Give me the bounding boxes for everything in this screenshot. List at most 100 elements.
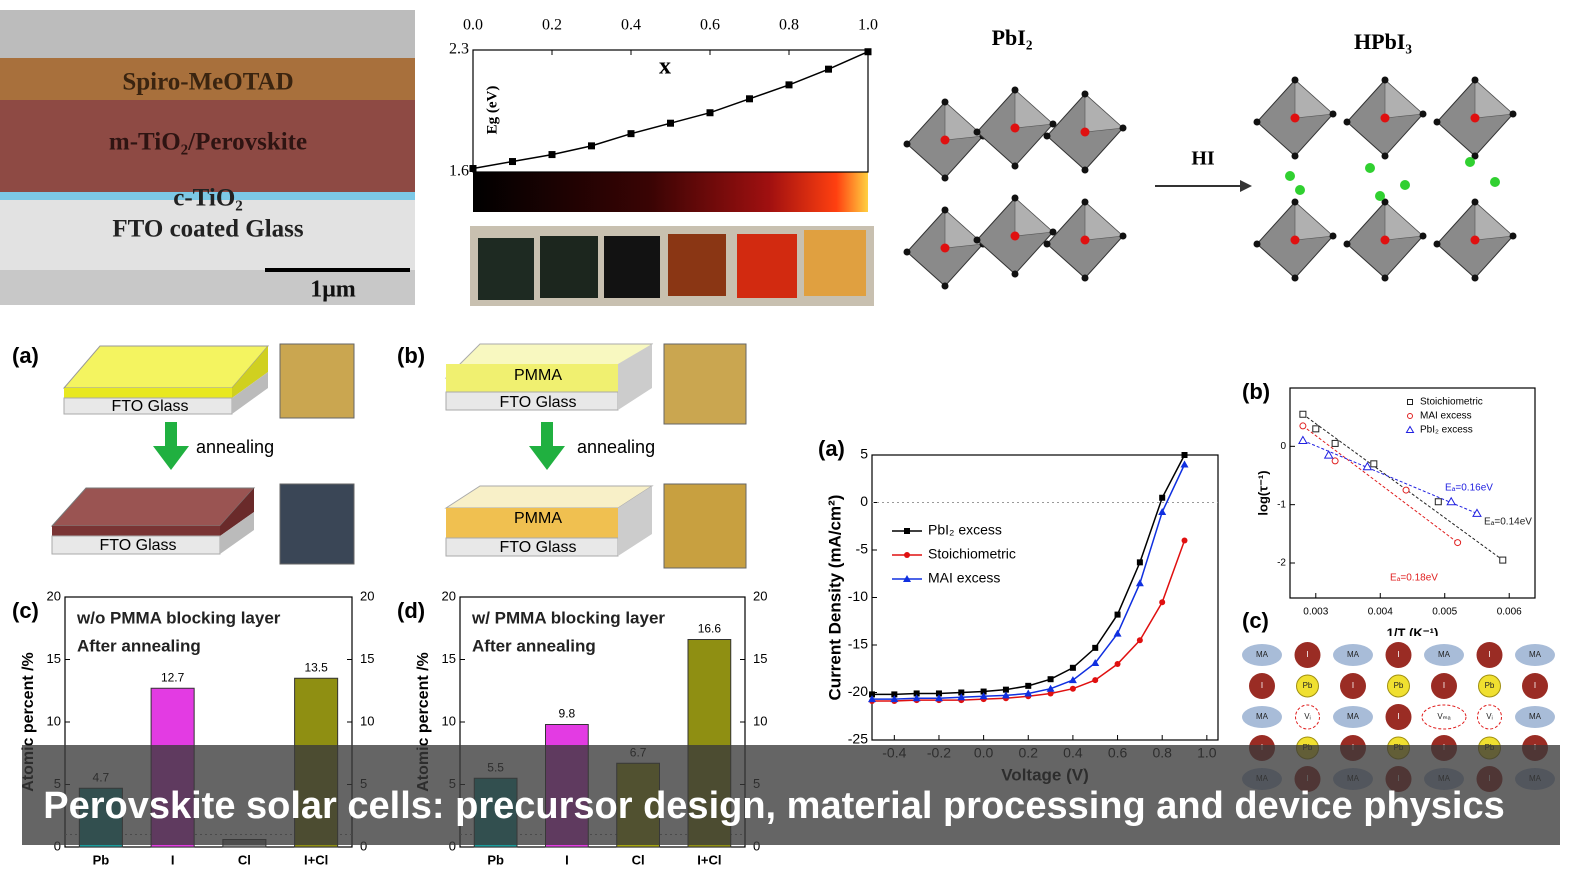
x-tick-label: 1.0 (858, 17, 878, 34)
pb-atom (940, 243, 950, 253)
marker (1159, 599, 1166, 606)
octahedron-face (1294, 201, 1334, 241)
marker (706, 109, 714, 117)
i-atom (1043, 132, 1051, 140)
y-tick-label: 15 (47, 651, 61, 666)
x-tick-label: 0.005 (1432, 607, 1457, 618)
marker (890, 695, 899, 703)
site-label: I (1261, 681, 1263, 690)
sample (804, 230, 866, 296)
marker (1331, 439, 1339, 447)
marker (1113, 629, 1122, 637)
i-site (1385, 642, 1412, 668)
y-tick-label: 0 (54, 838, 61, 853)
x-tick-label: 0.003 (1303, 607, 1328, 618)
layer-label: c-TiO₂ (173, 185, 243, 212)
plot-frame (871, 454, 1219, 741)
y-tick-label: -2 (1277, 558, 1286, 569)
plot-frame (472, 49, 869, 173)
x-tick-label: Cl (238, 852, 251, 867)
ma-site (1242, 644, 1282, 666)
photo (663, 343, 747, 425)
x-tick-label: 0.2 (542, 17, 562, 34)
pb-atom (1010, 231, 1020, 241)
y2-tick-label: 0 (360, 838, 367, 853)
h-atom (1365, 163, 1375, 173)
marker (1434, 498, 1442, 506)
y-tick-label: 2.3 (449, 41, 469, 58)
i-atom (1509, 232, 1517, 240)
pb-atom (940, 135, 950, 145)
i-atom (1291, 274, 1299, 282)
i-atom (1419, 232, 1427, 240)
sample (668, 234, 726, 296)
layer-label: FTO Glass (499, 539, 576, 556)
x-tick-label: Cl (632, 852, 645, 867)
layer-label: PMMA (514, 367, 562, 384)
x-tick-label: 0.004 (1368, 607, 1393, 618)
marker (957, 693, 966, 701)
marker (1047, 676, 1054, 683)
film-side (446, 508, 618, 538)
marker (1068, 676, 1077, 684)
i-atom (1081, 90, 1089, 98)
y-axis-label: Eg (eV) (484, 86, 500, 135)
substrate-edge (232, 372, 268, 414)
ma-site (1515, 706, 1555, 728)
fto-layer (0, 200, 415, 270)
plot-frame (1289, 387, 1536, 599)
film-side (446, 364, 618, 392)
i-atom (1291, 76, 1299, 84)
layer-label: FTO coated Glass (112, 216, 303, 243)
i-atom (1253, 118, 1261, 126)
octahedron-face (1014, 197, 1054, 237)
film-side (52, 526, 220, 536)
chart: 1.6 2.3 0.0 0.2 0.4 0.6 0.8 1.0 x Eg (eV) (449, 17, 878, 180)
marker (1299, 422, 1307, 430)
sample (540, 236, 598, 298)
x-tick-label: I (171, 852, 175, 867)
marker (1092, 644, 1099, 651)
marker (891, 691, 898, 698)
i-atom (1081, 198, 1089, 206)
octahedron-face (1294, 79, 1334, 119)
panel-label: (a) (12, 343, 39, 368)
marker (1362, 461, 1373, 471)
site-label: I (1534, 681, 1536, 690)
marker (1046, 684, 1055, 692)
structure-label: PbI₂ (992, 25, 1033, 50)
i-atom (941, 98, 949, 106)
photo (279, 483, 355, 565)
ma-site (1333, 706, 1373, 728)
marker (979, 692, 988, 700)
i-site (1340, 673, 1366, 699)
ma-site (1515, 644, 1555, 666)
i-atom (903, 248, 911, 256)
layer-label: FTO Glass (99, 537, 176, 554)
annotation: Eₐ=0.14eV (1484, 517, 1532, 528)
color-bar (473, 172, 868, 212)
i-atom (1043, 240, 1051, 248)
vacancy-site (1477, 704, 1502, 730)
marker (1298, 435, 1308, 444)
marker (903, 575, 911, 582)
site-label: MA (1256, 650, 1269, 659)
i-atom (1381, 152, 1389, 160)
sample (737, 234, 797, 298)
y-tick-label: 1.6 (449, 163, 469, 180)
legend-label: PbI₂ excess (1420, 425, 1473, 436)
spiro-layer (0, 58, 415, 102)
marker (548, 151, 556, 159)
octahedron-face (1014, 89, 1054, 129)
pb-atom (1080, 127, 1090, 137)
y-tick-label: 5 (860, 446, 868, 462)
site-label: MA (1347, 712, 1360, 721)
y2-tick-label: 10 (753, 713, 767, 728)
marker (868, 695, 876, 703)
i-atom (1253, 240, 1261, 248)
marker (1158, 508, 1167, 515)
annotation: After annealing (77, 636, 201, 655)
arrow-head (153, 446, 189, 470)
x-tick-label: 0.0 (463, 17, 483, 34)
x-tick-label: Pb (487, 852, 504, 867)
